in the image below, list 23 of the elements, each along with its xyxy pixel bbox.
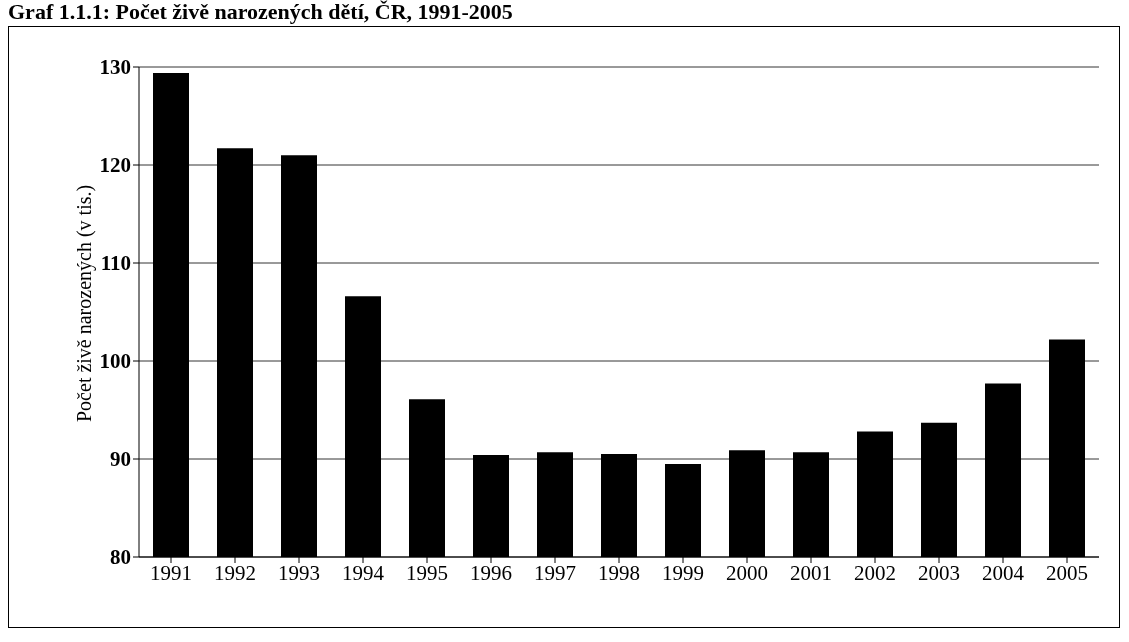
y-tick-label: 90 xyxy=(110,447,131,472)
x-tick-label: 1999 xyxy=(662,560,704,585)
y-axis-title: Počet živě narozených (v tis.) xyxy=(73,184,97,422)
x-tick-label: 2004 xyxy=(982,560,1025,585)
y-tick-label: 130 xyxy=(99,55,131,80)
x-tick-label: 1994 xyxy=(342,560,385,585)
x-tick-label: 1991 xyxy=(150,560,192,585)
x-tick-label: 1992 xyxy=(214,560,256,585)
x-tick-label: 1998 xyxy=(598,560,640,585)
y-tick-label: 110 xyxy=(100,251,131,276)
y-tick-label: 120 xyxy=(99,153,131,178)
x-tick-label: 2000 xyxy=(726,560,768,585)
x-tick-label: 1996 xyxy=(470,560,512,585)
x-tick-label: 2003 xyxy=(918,560,960,585)
x-tick-label: 1997 xyxy=(534,560,576,585)
x-tick-label: 2001 xyxy=(790,560,832,585)
y-tick-label: 80 xyxy=(110,545,131,570)
chart-title: Graf 1.1.1: Počet živě narozených dětí, ČR, 1991-2005 xyxy=(8,0,514,26)
x-tick-label: 2002 xyxy=(854,560,896,585)
x-tick-label: 1995 xyxy=(406,560,448,585)
x-tick-label: 1993 xyxy=(278,560,320,585)
y-tick-label: 100 xyxy=(99,349,131,374)
x-tick-label: 2005 xyxy=(1046,560,1088,585)
